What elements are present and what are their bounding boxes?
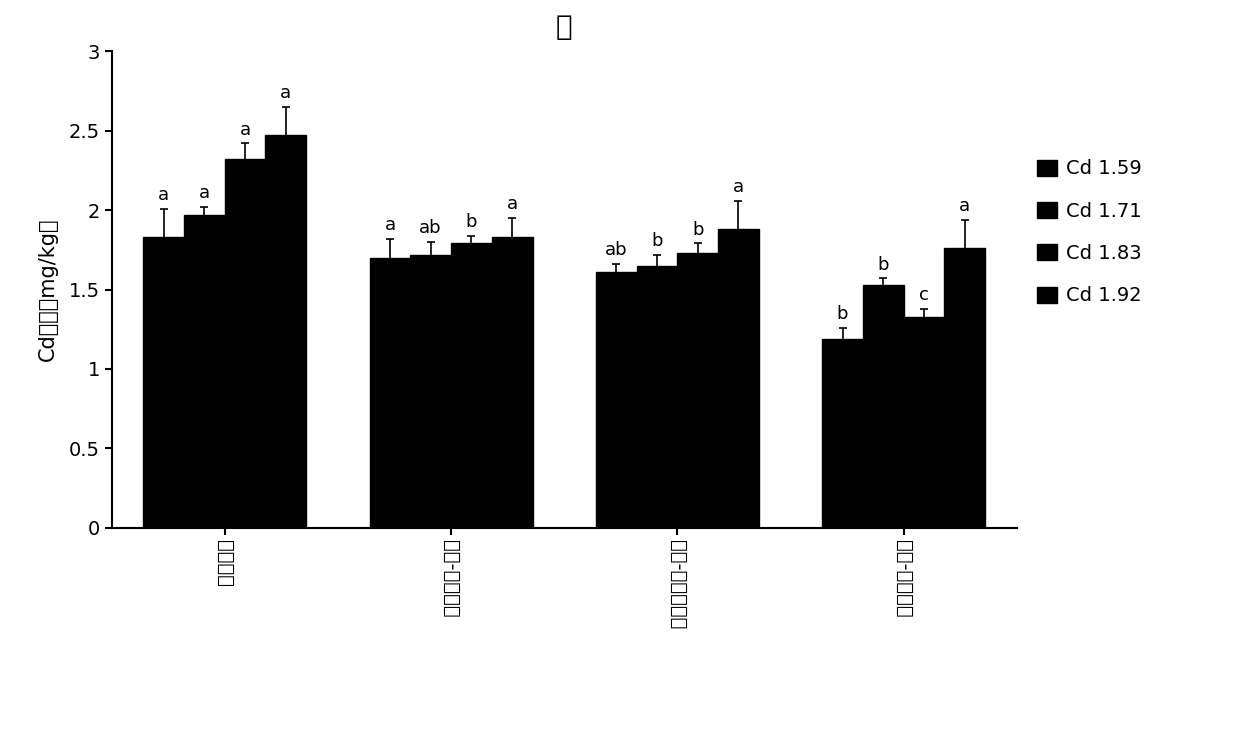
- Text: c: c: [919, 286, 929, 303]
- Text: a: a: [198, 184, 210, 202]
- Bar: [265, 136, 306, 528]
- Text: a: a: [239, 121, 250, 139]
- Text: b: b: [692, 221, 703, 239]
- Text: a: a: [507, 195, 518, 213]
- Bar: [636, 266, 677, 528]
- Text: ab: ab: [605, 241, 627, 259]
- Text: b: b: [878, 256, 889, 273]
- Text: b: b: [651, 232, 662, 250]
- Bar: [492, 237, 532, 528]
- Bar: [677, 253, 718, 528]
- Title: 根: 根: [556, 12, 573, 40]
- Bar: [945, 248, 985, 528]
- Text: a: a: [280, 84, 291, 102]
- Bar: [863, 284, 904, 528]
- Bar: [718, 229, 759, 528]
- Bar: [184, 215, 224, 528]
- Bar: [410, 254, 451, 528]
- Text: a: a: [733, 178, 744, 196]
- Text: ab: ab: [419, 219, 441, 237]
- Bar: [904, 317, 945, 528]
- Text: b: b: [466, 213, 477, 231]
- Bar: [596, 272, 636, 528]
- Y-axis label: Cd含量（mg/kg）: Cd含量（mg/kg）: [37, 218, 57, 361]
- Bar: [144, 237, 184, 528]
- Bar: [451, 243, 492, 528]
- Bar: [822, 339, 863, 528]
- Text: b: b: [837, 305, 848, 323]
- Text: a: a: [157, 185, 169, 204]
- Text: a: a: [384, 216, 396, 234]
- Text: a: a: [960, 197, 971, 215]
- Legend: Cd 1.59, Cd 1.71, Cd 1.83, Cd 1.92: Cd 1.59, Cd 1.71, Cd 1.83, Cd 1.92: [1028, 150, 1152, 315]
- Bar: [224, 159, 265, 528]
- Bar: [370, 258, 410, 528]
